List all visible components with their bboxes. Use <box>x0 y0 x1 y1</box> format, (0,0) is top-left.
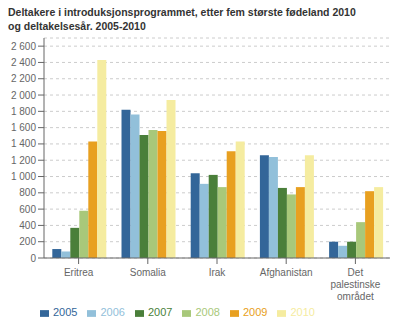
html-text:2006: 2006 <box>100 306 125 318</box>
svg-text:Afghanistan: Afghanistan <box>260 267 313 278</box>
svg-text:0: 0 <box>30 253 36 264</box>
html-text:Deltakere i introduksjonsprogr: Deltakere i introduksjonsprogrammet, ett… <box>8 6 356 18</box>
html-text:2009: 2009 <box>242 306 268 318</box>
svg-text:Somalia: Somalia <box>130 267 167 278</box>
svg-text:1 800: 1 800 <box>11 106 36 117</box>
svg-text:2 000: 2 000 <box>11 90 36 101</box>
svg-text:1 600: 1 600 <box>11 122 36 133</box>
svg-text:1 000: 1 000 <box>11 171 36 182</box>
html-text:2007: 2007 <box>148 306 173 318</box>
svg-text:2 400: 2 400 <box>11 57 36 68</box>
svg-text:1 400: 1 400 <box>11 138 36 149</box>
svg-text:Irak: Irak <box>209 267 227 278</box>
html-text:2010: 2010 <box>290 306 315 318</box>
svg-text:600: 600 <box>19 204 36 215</box>
html-text:2005: 2005 <box>53 306 78 318</box>
svg-text:1 200: 1 200 <box>11 155 36 166</box>
svg-text:2 200: 2 200 <box>11 73 36 84</box>
svg-text:Eritrea: Eritrea <box>64 267 94 278</box>
html-text:og deltakelsesår. 2005-2010: og deltakelsesår. 2005-2010 <box>8 20 146 32</box>
svg-text:200: 200 <box>19 236 36 247</box>
svg-text:2 600: 2 600 <box>11 41 36 52</box>
svg-text:400: 400 <box>19 220 36 231</box>
svg-text:800: 800 <box>19 187 36 198</box>
svg-text:Detpalestinskeområdet: Detpalestinskeområdet <box>330 267 380 302</box>
html-text:2008: 2008 <box>195 306 220 318</box>
